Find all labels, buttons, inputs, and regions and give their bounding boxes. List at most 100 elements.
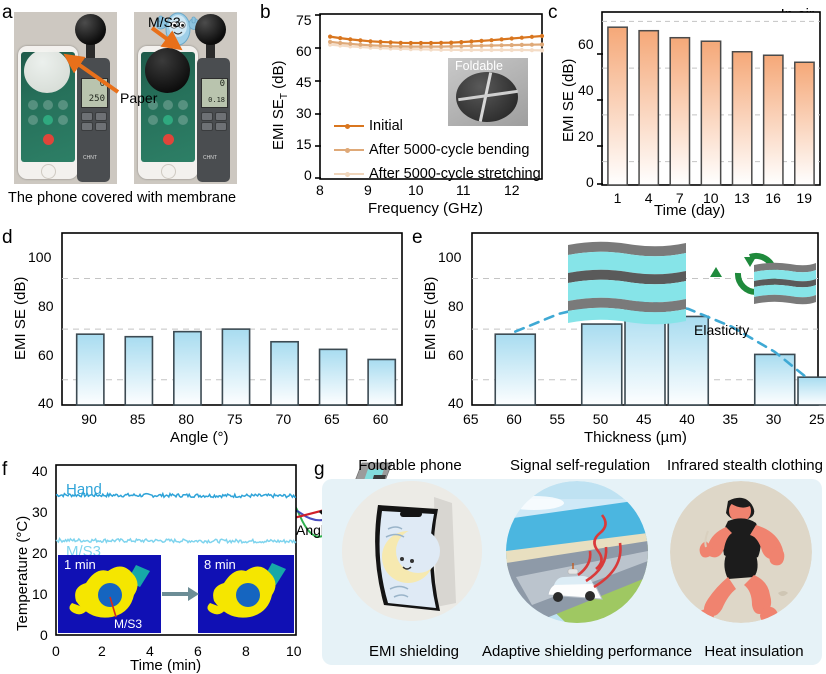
panel-d-xlabel: Angle (°) xyxy=(170,429,229,446)
phone-key xyxy=(58,115,68,125)
meter-button[interactable] xyxy=(81,112,93,121)
phone-key xyxy=(28,100,38,110)
membrane-disc xyxy=(145,48,190,93)
panel-g-item-2-bottom-label: Heat insulation xyxy=(704,643,804,660)
panel-f-inset-left-time: 1 min xyxy=(64,557,96,572)
panel-b-legend-item-initial: Initial xyxy=(334,118,403,134)
panel-f-label: f xyxy=(2,459,8,480)
panel-b-legend-item-stretching: After 5000-cycle stretching xyxy=(334,166,541,182)
panel-f-xtick: 4 xyxy=(146,643,154,659)
phone-key xyxy=(163,115,173,125)
panel-b-xtick: 10 xyxy=(408,182,424,198)
panel-g-item-2-image xyxy=(670,481,812,623)
panel-f-ylabel: Temperature (°C) xyxy=(14,515,31,631)
panel-d-xtick: 70 xyxy=(275,411,292,427)
legend-swatch xyxy=(334,171,364,177)
layer-stack-thin xyxy=(754,262,816,305)
panel-e-xtick: 40 xyxy=(679,411,695,427)
panel-f-inset-material-label: M/S3 xyxy=(114,617,143,631)
meter-button[interactable] xyxy=(95,122,107,131)
panel-g: g Foldable phone EMI shielding Signal se… xyxy=(312,453,826,673)
panel-c-ytick: 60 xyxy=(578,36,594,52)
annotation-arrows xyxy=(63,26,183,94)
panel-e-ytick: 40 xyxy=(448,395,464,411)
panel-f-thermal-inset-right: 8 min xyxy=(198,555,294,633)
panel-g-label: g xyxy=(314,459,325,480)
meter-button[interactable] xyxy=(95,112,107,121)
panel-e-xtick: 55 xyxy=(549,411,566,427)
meter-brand-left: CHNT xyxy=(83,155,97,161)
panel-b-inset-label: Foldable xyxy=(455,59,503,73)
panel-b-ytick: 75 xyxy=(296,12,312,28)
meter-button[interactable] xyxy=(215,122,227,131)
panel-e-ytick: 60 xyxy=(448,347,464,363)
panel-b-ylabel: EMI SET (dB) xyxy=(270,60,290,150)
panel-c-ytick-marks xyxy=(597,53,603,185)
panel-g-item-1-bottom-label: Adaptive shielding performance xyxy=(482,643,693,660)
layer-stack-thick xyxy=(568,241,686,325)
panel-f: f Temperature (°C) 40 30 20 10 0 0 2 4 6… xyxy=(0,453,312,674)
panel-f-ytick: 0 xyxy=(40,627,48,643)
panel-b-xtick: 8 xyxy=(316,182,324,198)
panel-f-inset-right-time: 8 min xyxy=(204,557,236,572)
panel-f-xtick: 2 xyxy=(98,643,106,659)
panel-e-xlabel: Thickness (µm) xyxy=(584,429,687,446)
panel-e-xtick: 50 xyxy=(592,411,609,427)
legend-swatch xyxy=(334,147,364,153)
meter-button[interactable] xyxy=(81,122,93,131)
panel-f-thermal-inset-left: 1 min M/S3 xyxy=(58,555,161,633)
panel-c-xlabel: Time (day) xyxy=(654,202,726,219)
panel-d-xtick: 85 xyxy=(129,411,146,427)
panel-d-ytick: 40 xyxy=(38,395,54,411)
panel-d-ylabel: EMI SE (dB) xyxy=(12,276,29,360)
panel-f-xtick: 6 xyxy=(194,643,202,659)
legend-swatch xyxy=(334,123,364,129)
meter-reading-right: 0.18 xyxy=(208,96,225,104)
panel-d-plot xyxy=(61,232,403,406)
panel-f-xtick: 10 xyxy=(286,643,302,659)
panel-c-xtick: 10 xyxy=(703,190,719,206)
panel-e-xtick: 65 xyxy=(463,411,479,427)
meter-stem xyxy=(86,40,95,62)
panel-d-xtick: 65 xyxy=(324,411,340,427)
meter-button[interactable] xyxy=(215,112,227,121)
panel-b-ytick: 30 xyxy=(296,105,312,121)
panel-d-label: d xyxy=(2,227,13,248)
panel-c-xtick: 4 xyxy=(644,190,653,206)
panel-b-ytick: 45 xyxy=(296,74,312,90)
phone-end-call-key xyxy=(43,134,54,145)
panel-d-xtick: 80 xyxy=(178,411,194,427)
meter-display-right: 0 0.18 xyxy=(201,78,228,108)
panel-c-xtick: 1 xyxy=(613,190,622,206)
meter-button[interactable] xyxy=(201,112,213,121)
panel-b-xlabel: Frequency (GHz) xyxy=(368,200,484,217)
phone-key xyxy=(148,100,158,110)
panel-f-xtick: 0 xyxy=(52,643,60,659)
panel-g-item-2-top-label: Infrared stealth clothing xyxy=(667,457,823,474)
panel-b-legend-item-bending: After 5000-cycle bending xyxy=(334,142,529,158)
panel-d-ytick: 80 xyxy=(38,298,54,314)
panel-c-ytick: 40 xyxy=(578,82,594,98)
panel-b: b EMI SET (dB) 75 60 45 30 15 0 8 9 10 1… xyxy=(258,0,545,225)
panel-d-xtick: 90 xyxy=(81,411,97,427)
panel-g-item-0-image xyxy=(342,481,482,621)
phone-key xyxy=(148,115,158,125)
panel-f-ytick: 40 xyxy=(32,463,48,479)
annotation-paper-label: Paper xyxy=(120,90,158,106)
panel-g-item-1-top-label: Signal self-regulation xyxy=(509,457,651,474)
panel-c-ytick: 0 xyxy=(586,174,594,190)
panel-f-ytick: 30 xyxy=(32,504,48,520)
panel-c-plot xyxy=(601,11,821,186)
phone-key xyxy=(58,100,68,110)
panel-c-ylabel: EMI SE (dB) xyxy=(560,58,577,142)
panel-g-item-0-top-label: Foldable phone xyxy=(358,457,462,474)
panel-e-xtick: 25 xyxy=(809,411,825,427)
panel-b-ytick: 15 xyxy=(296,136,312,152)
panel-f-xlabel: Time (min) xyxy=(130,657,202,674)
meter-button[interactable] xyxy=(201,122,213,131)
panel-b-axis-ticks xyxy=(315,14,321,179)
panel-d-xtick: 60 xyxy=(372,411,389,427)
panel-b-label: b xyxy=(260,2,271,23)
panel-g-item-1-image xyxy=(506,481,648,623)
legend-label: Initial xyxy=(369,118,403,134)
